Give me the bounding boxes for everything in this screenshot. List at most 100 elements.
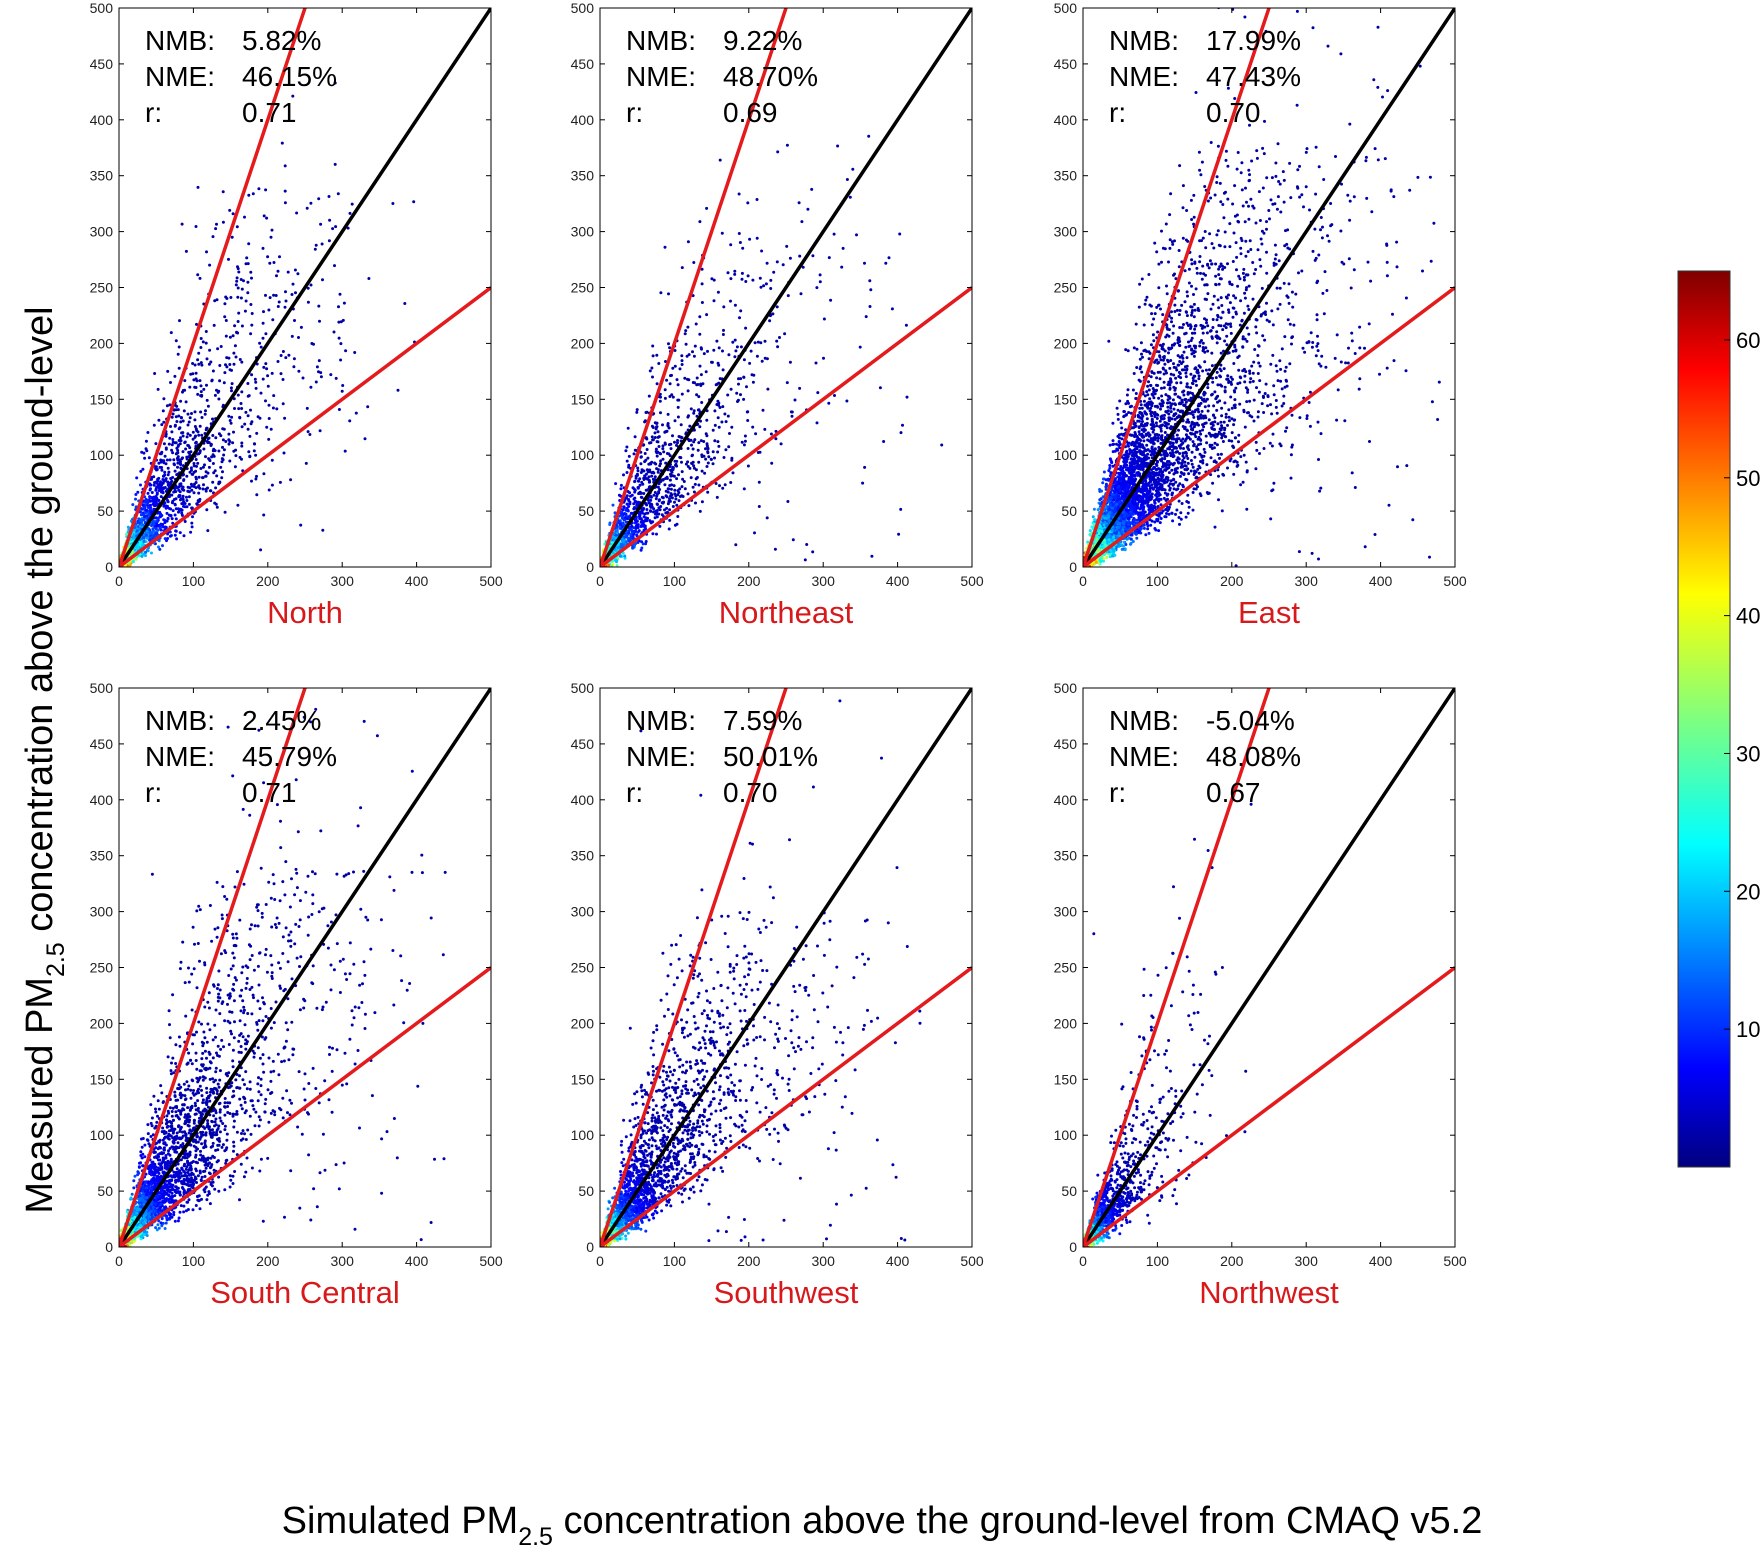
data-point	[710, 360, 714, 364]
one-to-one-line	[119, 8, 491, 567]
data-point	[701, 382, 705, 386]
data-point	[136, 490, 140, 494]
data-point	[1227, 408, 1231, 412]
data-point	[181, 498, 185, 501]
data-point	[653, 475, 657, 479]
data-point	[1137, 305, 1141, 309]
stat-label: NMB:	[626, 25, 696, 56]
data-point	[1184, 375, 1188, 379]
data-point	[720, 420, 724, 424]
data-point	[254, 380, 258, 384]
data-point	[663, 441, 667, 445]
data-point	[657, 362, 661, 365]
data-point	[661, 447, 665, 451]
data-point	[162, 486, 166, 490]
data-point	[181, 450, 185, 454]
data-point	[691, 350, 694, 354]
data-point	[158, 482, 162, 486]
data-point	[632, 532, 636, 536]
data-point	[705, 442, 709, 446]
data-point	[162, 518, 166, 522]
data-point	[268, 261, 272, 265]
data-point	[1193, 308, 1197, 312]
data-point	[651, 344, 655, 348]
data-point	[642, 492, 646, 495]
data-point	[135, 476, 139, 480]
data-point	[752, 373, 756, 377]
data-point	[181, 456, 184, 460]
data-point	[203, 463, 206, 467]
data-point	[233, 407, 236, 410]
data-point	[649, 498, 653, 502]
data-point	[731, 471, 735, 475]
data-point	[706, 450, 710, 454]
data-point	[615, 564, 619, 567]
data-point	[722, 328, 725, 332]
data-point	[818, 273, 822, 277]
data-point	[1156, 505, 1160, 508]
data-point	[713, 423, 717, 427]
data-point	[882, 440, 886, 443]
data-point	[1238, 402, 1242, 406]
data-point	[178, 319, 181, 323]
data-point	[136, 525, 140, 528]
data-point	[266, 384, 270, 388]
data-point	[149, 487, 152, 491]
data-point	[704, 370, 708, 374]
data-point	[1105, 555, 1109, 559]
data-point	[283, 201, 287, 205]
data-point	[200, 416, 204, 419]
data-point	[748, 237, 752, 241]
data-point	[188, 433, 192, 437]
data-point	[159, 486, 163, 490]
data-point	[150, 551, 153, 555]
data-point	[655, 502, 659, 506]
data-point	[1185, 356, 1189, 360]
data-point	[1260, 402, 1264, 406]
data-point	[890, 307, 894, 311]
data-point	[723, 483, 727, 487]
data-point	[1228, 222, 1232, 226]
data-point	[250, 323, 254, 327]
data-point	[746, 410, 750, 414]
data-point	[729, 277, 733, 281]
data-point	[700, 469, 704, 473]
data-point	[239, 278, 243, 281]
data-point	[1253, 348, 1257, 351]
data-point	[268, 296, 272, 300]
data-point	[217, 449, 221, 453]
data-point	[194, 440, 198, 444]
data-point	[145, 514, 149, 518]
data-point	[152, 503, 156, 507]
data-point	[306, 430, 310, 434]
data-point	[211, 434, 215, 437]
data-point	[680, 470, 684, 474]
data-point	[1200, 326, 1204, 330]
data-point	[845, 178, 849, 181]
data-point	[234, 283, 238, 287]
data-point	[692, 354, 696, 358]
data-point	[176, 461, 180, 465]
data-point	[205, 398, 209, 402]
data-point	[151, 519, 155, 523]
data-point	[755, 198, 759, 201]
data-point	[702, 454, 706, 458]
data-point	[178, 494, 182, 497]
data-point	[653, 436, 657, 439]
data-point	[694, 501, 697, 505]
data-point	[1404, 296, 1408, 300]
data-point	[660, 495, 664, 499]
data-point	[659, 462, 662, 466]
data-point	[636, 541, 640, 544]
data-point	[1192, 354, 1196, 358]
data-point	[663, 483, 667, 487]
data-point	[729, 243, 733, 247]
y-tick-label: 450	[90, 56, 114, 72]
data-point	[348, 419, 352, 423]
data-point	[739, 377, 743, 381]
data-point	[183, 505, 187, 509]
data-point	[281, 350, 285, 353]
data-point	[295, 211, 299, 215]
data-point	[1216, 468, 1220, 472]
data-point	[187, 495, 191, 499]
